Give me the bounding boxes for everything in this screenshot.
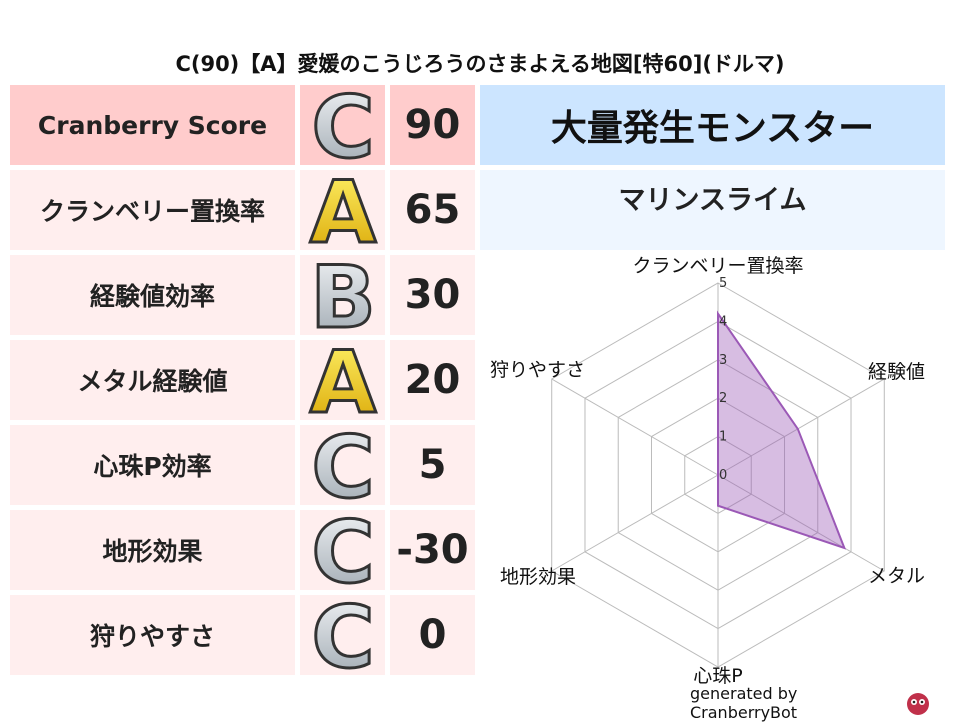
grade-c-icon: C <box>309 595 375 675</box>
grade-badge: C <box>300 510 385 590</box>
metric-label: 狩りやすさ <box>10 595 295 675</box>
tick-label: 4 <box>719 314 727 329</box>
grid-spoke <box>551 378 719 476</box>
metric-value: 65 <box>390 170 475 250</box>
grade-c-icon: C <box>309 510 375 590</box>
monster-header: 大量発生モンスター <box>480 85 945 165</box>
grade-a-icon: A <box>308 340 378 420</box>
metric-label: 心珠P効率 <box>10 425 295 505</box>
metric-label: クランベリー置換率 <box>10 170 295 250</box>
tick-label: 1 <box>719 430 727 445</box>
metric-value: 5 <box>390 425 475 505</box>
metric-label: メタル経験値 <box>10 340 295 420</box>
axis-label: 経験値 <box>868 361 925 383</box>
footer-credit: generated by CranberryBot <box>690 684 930 722</box>
grid-spoke <box>717 474 885 572</box>
grade-badge: C <box>300 85 385 165</box>
grid-spoke <box>717 378 885 476</box>
page-title: C(90)【A】愛媛のこうじろうのさまよえる地図[特60](ドルマ) <box>175 52 785 76</box>
grade-badge: B <box>300 255 385 335</box>
axis-label: 地形効果 <box>500 566 576 588</box>
metric-value: -30 <box>390 510 475 590</box>
grade-a-icon: A <box>308 170 378 250</box>
grade-badge: C <box>300 425 385 505</box>
grade-badge: A <box>300 340 385 420</box>
grade-badge: C <box>300 595 385 675</box>
svg-text:C: C <box>311 85 374 165</box>
metric-value: 30 <box>390 255 475 335</box>
tick-label: 3 <box>719 353 727 368</box>
tick-label: 2 <box>719 391 727 406</box>
footer-text: generated by CranberryBot <box>690 684 798 722</box>
svg-text:A: A <box>309 170 376 250</box>
metric-label: 地形効果 <box>10 510 295 590</box>
tick-label: 0 <box>719 468 727 483</box>
grade-c-icon: C <box>309 85 375 165</box>
axis-label: メタル <box>868 565 925 587</box>
tick-label: 5 <box>719 276 727 291</box>
metric-label: Cranberry Score <box>10 85 295 165</box>
svg-text:C: C <box>311 425 374 505</box>
grade-c-icon: C <box>309 425 375 505</box>
grade-badge: A <box>300 170 385 250</box>
grid-spoke <box>551 474 719 572</box>
cranberry-bot-icon <box>907 693 930 715</box>
metric-value: 90 <box>390 85 475 165</box>
metric-value: 0 <box>390 595 475 675</box>
monster-name: マリンスライム <box>480 170 945 250</box>
metric-label: 経験値効率 <box>10 255 295 335</box>
grade-b-icon: B <box>308 255 377 335</box>
svg-text:C: C <box>311 595 374 675</box>
axis-label: 狩りやすさ <box>490 359 585 381</box>
data-area <box>717 310 847 550</box>
axis-label: 心珠P <box>693 665 742 687</box>
svg-text:A: A <box>309 340 376 420</box>
metric-value: 20 <box>390 340 475 420</box>
svg-text:B: B <box>310 255 376 335</box>
svg-text:C: C <box>311 510 374 590</box>
axis-label: クランベリー置換率 <box>632 255 803 277</box>
